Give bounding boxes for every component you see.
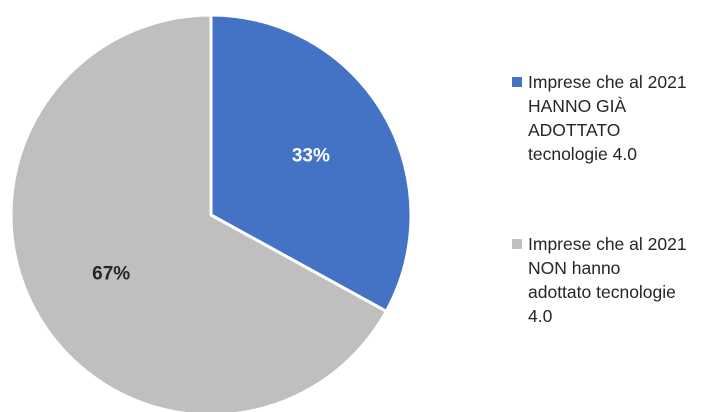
legend-swatch-1 — [512, 77, 522, 87]
legend-label-1-line-4: tecnologie 4.0 — [528, 144, 637, 164]
legend: Imprese che al 2021 HANNO GIÀ ADOTTATO tecn… — [512, 72, 687, 326]
legend-swatch-2 — [512, 239, 522, 249]
slice-value-label-2: 67% — [92, 264, 130, 285]
pie-slice-1 — [209, 13, 413, 313]
pie-slice-2 — [9, 13, 388, 412]
pie-slice-labels: 33% 67% — [92, 145, 330, 284]
legend-label-2-line-4: 4.0 — [528, 306, 553, 326]
legend-label-1-line-2: HANNO GIÀ — [528, 96, 627, 116]
legend-label-1-line-3: ADOTTATO — [528, 120, 620, 140]
legend-label-2-line-3: adottato tecnologie — [528, 282, 676, 302]
legend-label-2-line-2: NON hanno — [528, 258, 620, 278]
slice-value-label-1: 33% — [292, 145, 330, 166]
pie-slices — [9, 13, 413, 412]
legend-label-1-line-1: Imprese che al 2021 — [528, 72, 687, 92]
legend-label-2-line-1: Imprese che al 2021 — [528, 234, 687, 254]
